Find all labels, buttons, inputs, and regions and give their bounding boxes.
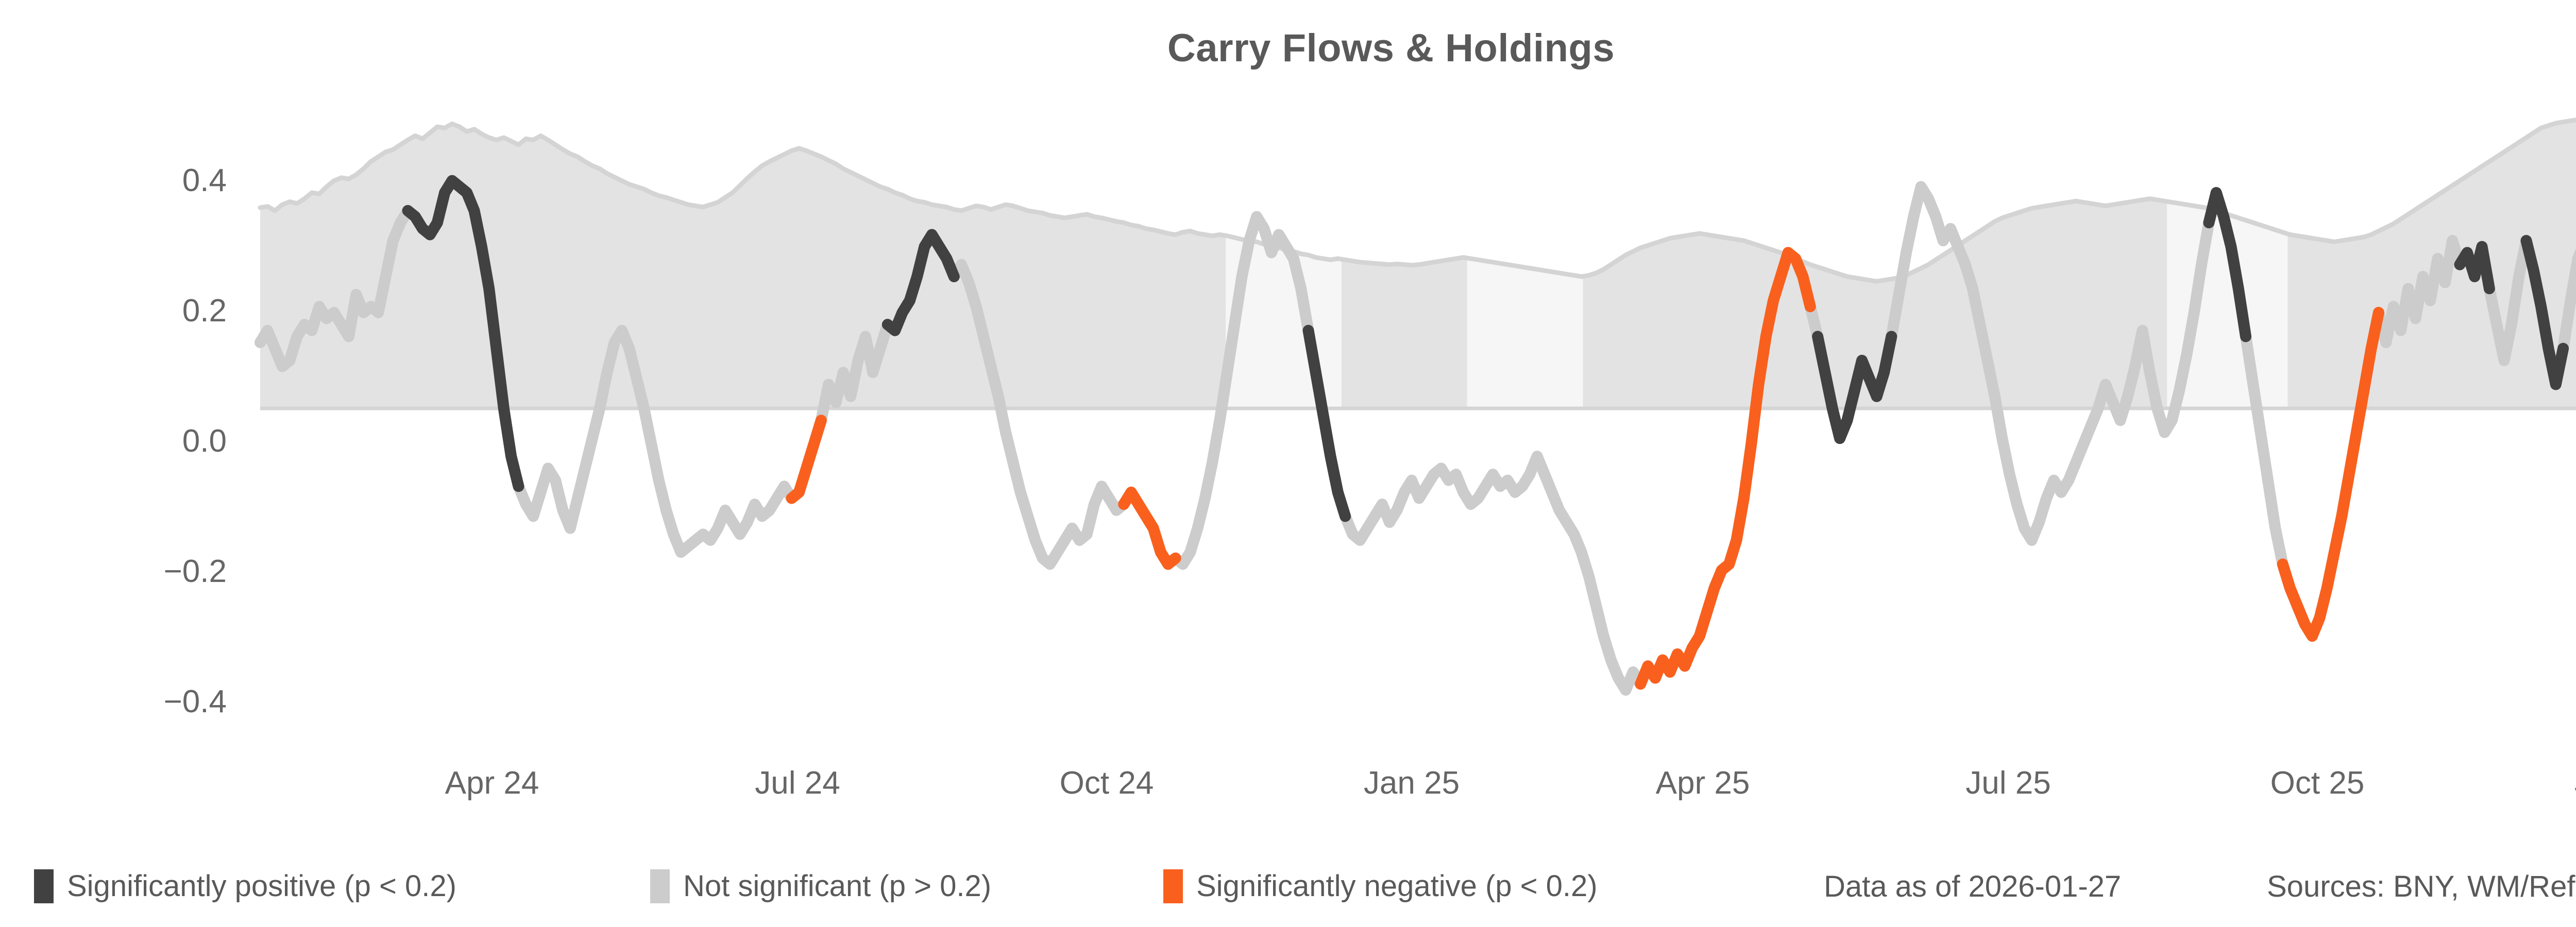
x-tick-apr-25: Apr 25 bbox=[1655, 765, 1750, 801]
carry-flows-segment-positive bbox=[2454, 241, 2495, 295]
sources-note: Sources: BNY, WM/Refinitiv bbox=[2267, 869, 2576, 903]
legend-label-not-significant: Not significant (p > 0.2) bbox=[683, 869, 992, 903]
carry-flows-segment-negative bbox=[2277, 306, 2384, 642]
carry-flows-line-layer bbox=[255, 175, 2576, 696]
legend-swatch-negative bbox=[1163, 869, 1183, 903]
y-tick-1: 0.2 bbox=[182, 293, 227, 329]
legend-item-not-significant[interactable]: Not significant (p > 0.2) bbox=[650, 858, 991, 915]
legend-label-positive: Significantly positive (p < 0.2) bbox=[67, 869, 456, 903]
carry-flows-segment-negative bbox=[786, 415, 827, 504]
y-tick-2: 0.0 bbox=[182, 423, 227, 459]
carry-flows-segment-positive bbox=[882, 229, 960, 336]
carry-flows-segment-negative bbox=[1635, 247, 1816, 690]
carry-flows-segment-positive bbox=[2520, 235, 2569, 390]
legend: Significantly positive (p < 0.2) Not sig… bbox=[0, 858, 2576, 915]
holdings-area-layer bbox=[258, 117, 2576, 410]
data-as-of-note: Data as of 2026-01-27 bbox=[1824, 869, 2122, 903]
holdings-area-band bbox=[1583, 198, 2167, 408]
holdings-area-outline bbox=[258, 117, 2576, 284]
x-tick-apr-24: Apr 24 bbox=[445, 765, 539, 801]
legend-item-positive[interactable]: Significantly positive (p < 0.2) bbox=[34, 858, 456, 915]
carry-flows-segment-positive bbox=[1302, 324, 1351, 522]
x-tick-oct-24: Oct 24 bbox=[1059, 765, 1154, 801]
x-tick-oct-25: Oct 25 bbox=[2270, 765, 2365, 801]
x-tick-jul-25: Jul 25 bbox=[1965, 765, 2051, 801]
y-tick-0: 0.4 bbox=[182, 163, 227, 198]
legend-label-negative: Significantly negative (p < 0.2) bbox=[1196, 869, 1598, 903]
holdings-area-band bbox=[1341, 257, 1467, 408]
legend-item-negative[interactable]: Significantly negative (p < 0.2) bbox=[1163, 858, 1598, 915]
carry-flows-segment-positive bbox=[402, 175, 524, 492]
page-title: Carry Flows & Holdings bbox=[1167, 26, 1615, 70]
legend-swatch-positive bbox=[34, 869, 54, 903]
legend-swatch-not-significant bbox=[650, 869, 670, 903]
x-tick-jul-24: Jul 24 bbox=[755, 765, 840, 801]
carry-flows-line-neutral bbox=[255, 175, 2576, 696]
x-tick-jan-25: Jan 25 bbox=[1363, 765, 1460, 801]
y-tick-4: −0.4 bbox=[163, 684, 227, 719]
x-tick-jan-26: Jan 26 bbox=[2574, 767, 2576, 799]
carry-flows-segment-negative bbox=[1118, 486, 1181, 570]
y-tick-3: −0.2 bbox=[163, 554, 227, 589]
carry-flows-segment-positive bbox=[1812, 331, 1897, 444]
y-axis-tick-labels: 0.4 0.2 0.0 −0.2 −0.4 bbox=[72, 0, 227, 721]
carry-flows-segment-positive bbox=[2203, 187, 2252, 342]
